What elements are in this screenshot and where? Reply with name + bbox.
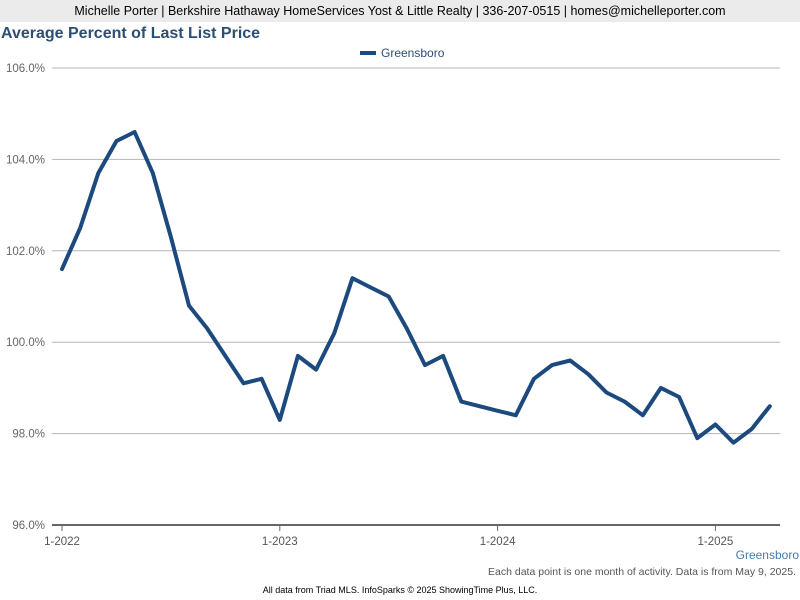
y-tick-label: 102.0% <box>6 246 45 258</box>
source-credit: All data from Triad MLS. InfoSparks © 20… <box>262 585 538 595</box>
y-tick-label: 106.0% <box>6 63 45 75</box>
y-tick-label: 100.0% <box>6 337 45 349</box>
series-line-greensboro <box>60 130 772 445</box>
y-tick-label: 96.0% <box>12 520 45 532</box>
x-tick-label: 1-2022 <box>44 536 80 548</box>
x-tick-label: 1-2024 <box>480 536 516 548</box>
x-tick-label: 1-2023 <box>262 536 298 548</box>
y-tick-label: 104.0% <box>6 154 45 166</box>
y-tick-label: 98.0% <box>12 429 45 441</box>
chart-legend[interactable]: Greensboro <box>360 46 444 60</box>
legend-label: Greensboro <box>381 46 445 60</box>
corner-series-label: Greensboro <box>735 548 799 562</box>
chart-title: Average Percent of Last List Price <box>1 25 261 42</box>
x-tick-label: 1-2025 <box>697 536 733 548</box>
legend-swatch <box>360 51 376 55</box>
contact-header: Michelle Porter | Berkshire Hathaway Hom… <box>0 0 800 22</box>
footnote: Each data point is one month of activity… <box>488 566 796 578</box>
